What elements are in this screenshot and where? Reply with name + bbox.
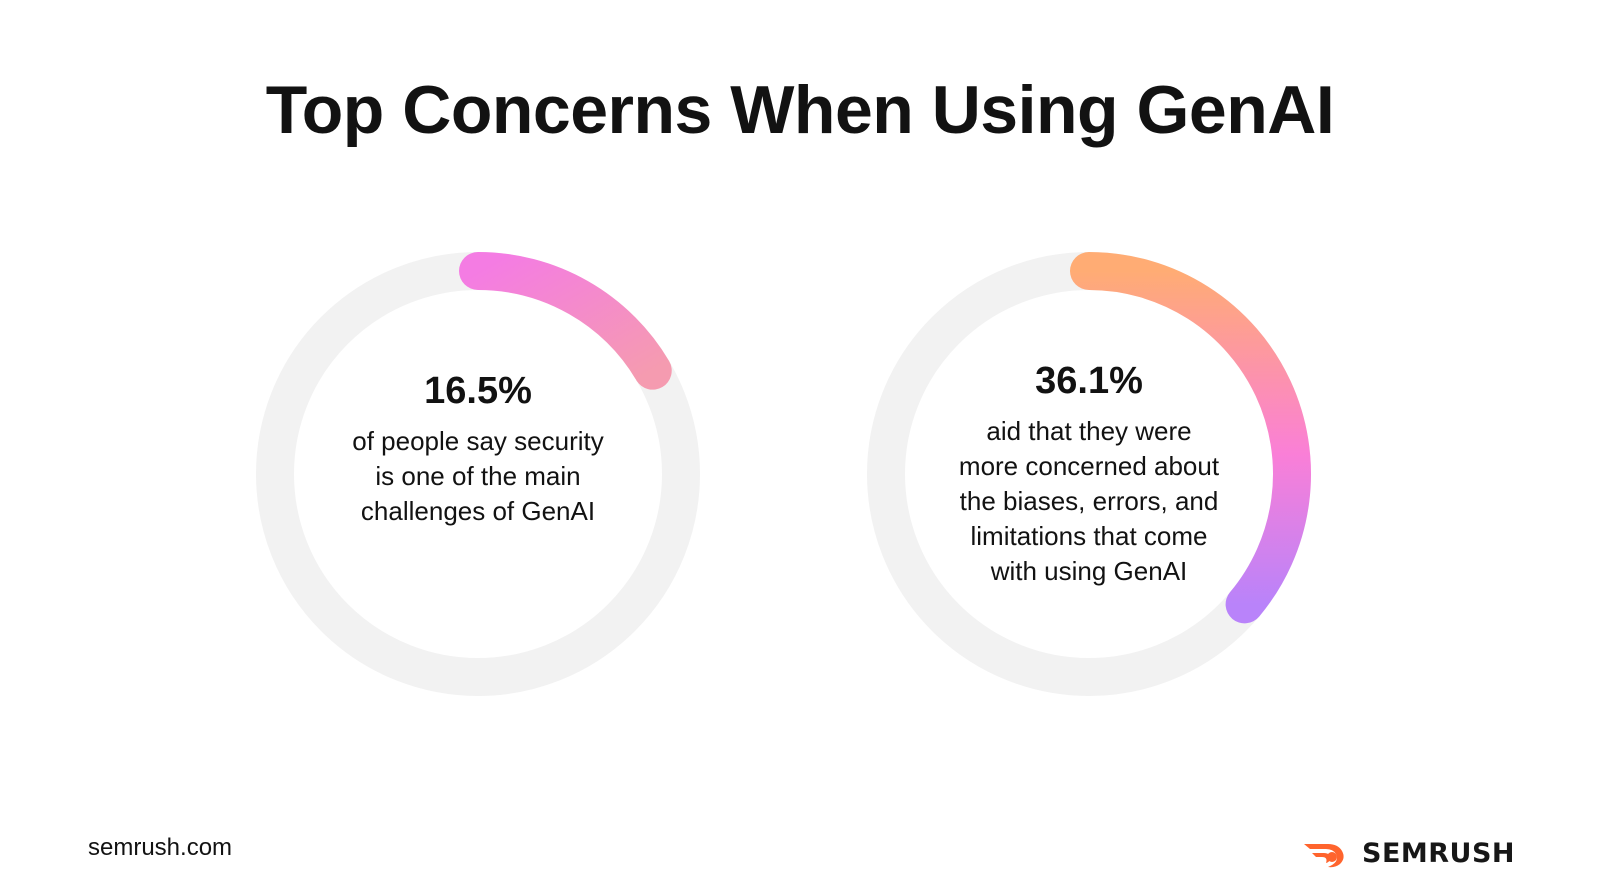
donut-value: 36.1% — [1035, 360, 1143, 402]
donut-chart-security: 16.5% of people say security is one of t… — [248, 244, 708, 704]
brand-name: SEMRUSH — [1362, 837, 1516, 869]
donut-svg — [256, 252, 700, 696]
chart-title: Top Concerns When Using GenAI — [265, 72, 1335, 148]
donut-arc — [1070, 252, 1311, 624]
brand-logo: SEMRUSH — [1302, 838, 1515, 868]
footer-site-url[interactable]: semrush.com — [88, 834, 233, 861]
donut-text: 16.5% of people say security is one of t… — [308, 372, 648, 529]
donut-chart-biases: 36.1% aid that they were more concerned … — [859, 244, 1319, 704]
donut-caption: aid that they were more concerned about … — [958, 416, 1220, 586]
donut-value: 16.5% — [424, 370, 532, 412]
donut-svg — [867, 252, 1311, 696]
donut-text: 36.1% aid that they were more concerned … — [919, 362, 1259, 589]
semrush-fireball-icon — [1304, 844, 1344, 868]
donut-caption: of people say security is one of the mai… — [352, 426, 604, 526]
donut-arc — [459, 252, 672, 390]
